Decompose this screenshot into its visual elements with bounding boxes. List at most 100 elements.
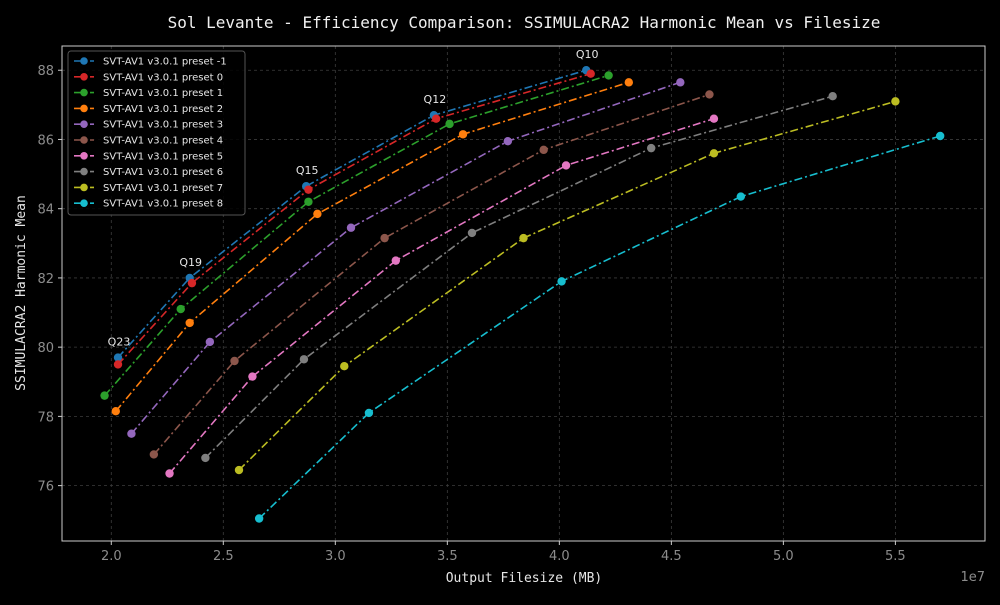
series-8 [234,97,900,475]
data-point [561,161,571,170]
legend-label: SVT-AV1 v3.0.1 preset 5 [103,151,223,162]
quality-annotation: Q23 [108,336,131,349]
x-tick-label: 3.0 [325,549,346,564]
data-point [709,149,719,158]
legend-swatch-marker [80,199,88,207]
legend-item: SVT-AV1 v3.0.1 preset 5 [74,151,223,162]
data-point [165,469,174,478]
legend-swatch-marker [80,167,88,176]
legend: SVT-AV1 v3.0.1 preset -1 SVT-AV1 v3.0.1 p… [67,50,246,216]
data-point [624,78,633,87]
quality-annotation: Q10 [576,48,599,61]
data-point [519,233,528,243]
data-point [891,97,900,106]
data-point [646,143,656,153]
y-tick-label: 84 [37,203,54,218]
series-layer [100,66,945,523]
data-point [467,228,477,238]
data-point [346,223,356,232]
y-tick-label: 82 [37,272,54,287]
data-point [364,408,374,418]
legend-label: SVT-AV1 v3.0.1 preset -1 [103,57,227,68]
legend-label: SVT-AV1 v3.0.1 preset 1 [103,88,223,99]
data-point [705,90,714,99]
legend-box [67,50,246,216]
data-point [431,114,441,123]
data-point [201,453,210,463]
data-point [234,465,244,475]
data-point [127,429,136,438]
y-tick-label: 78 [37,410,54,425]
data-point [185,318,194,328]
annotation-layer: Q23 Q19 Q15 Q12 Q10 [108,48,599,348]
legend-swatch-marker [80,73,88,81]
data-point [445,119,454,129]
data-point [539,145,548,155]
series-9 [254,131,945,523]
quality-annotation: Q15 [296,164,319,177]
series-line [103,74,609,397]
data-point [313,209,322,219]
data-point [503,136,513,146]
legend-swatch-marker [80,57,88,65]
series-line [130,81,681,435]
y-tick-label: 80 [37,341,54,356]
legend-label: SVT-AV1 v3.0.1 preset 8 [103,199,223,210]
y-tick-label: 88 [37,64,54,79]
data-point [391,256,401,265]
x-axis-offset-label: 1e7 [960,570,985,585]
y-axis-label: SSIMULACRA2 Harmonic Mean [14,195,29,391]
series-5 [149,90,714,459]
series-3 [111,78,633,416]
series-line [117,69,587,359]
x-tick-label: 2.0 [101,549,122,564]
series-1 [113,69,595,369]
plot-frame [61,45,986,542]
x-axis-label: Output Filesize (MB) [446,571,603,586]
data-point [230,356,239,366]
legend-label: SVT-AV1 v3.0.1 preset 7 [103,183,223,194]
legend-label: SVT-AV1 v3.0.1 preset 4 [103,136,223,147]
data-point [604,71,613,80]
legend-swatch-marker [80,104,88,113]
legend-item: SVT-AV1 v3.0.1 preset 1 [74,88,223,99]
data-point [111,406,120,416]
legend-swatch-marker [80,136,88,144]
x-tick-label: 5.0 [773,549,794,564]
legend-label: SVT-AV1 v3.0.1 preset 2 [103,104,223,115]
series-4 [127,78,685,438]
x-tick-label: 4.0 [549,549,570,564]
legend-swatch-marker [80,120,88,128]
data-point [254,514,264,523]
legend-item: SVT-AV1 v3.0.1 preset 0 [74,72,223,83]
data-point [935,131,945,141]
data-point [557,277,566,286]
x-tick-label: 2.5 [213,549,234,564]
data-point [149,450,159,459]
x-tick-label: 5.5 [885,549,906,564]
data-point [113,360,123,369]
y-tick-label: 86 [37,133,54,148]
legend-item: SVT-AV1 v3.0.1 preset 3 [74,120,223,131]
legend-item: SVT-AV1 v3.0.1 preset 4 [74,136,223,147]
x-tick-label: 4.5 [661,549,682,564]
quality-annotation: Q19 [179,256,202,269]
legend-item: SVT-AV1 v3.0.1 preset -1 [74,57,227,68]
data-point [113,353,123,362]
legend-item: SVT-AV1 v3.0.1 preset 6 [74,167,223,178]
legend-label: SVT-AV1 v3.0.1 preset 3 [103,120,223,131]
series-line [153,93,710,456]
legend-item: SVT-AV1 v3.0.1 preset 8 [74,199,223,210]
series-line [204,95,833,459]
data-point [736,192,746,201]
data-point [340,361,349,371]
data-point [176,304,185,314]
data-point [458,130,468,139]
data-point [248,372,257,381]
data-point [676,78,685,87]
series-6 [165,114,719,478]
data-point [205,337,215,347]
quality-annotation: Q12 [424,93,447,106]
